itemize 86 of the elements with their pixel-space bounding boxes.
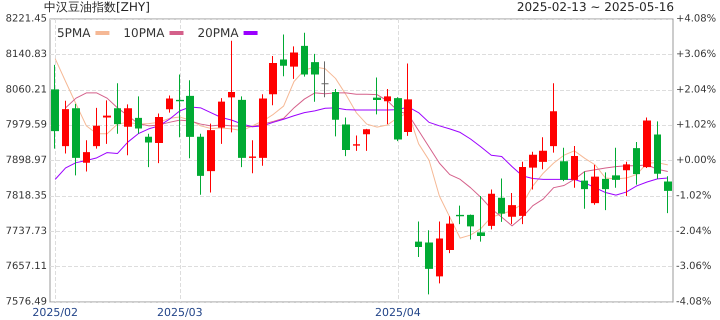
candlestick [259, 94, 267, 166]
candlestick [62, 100, 69, 154]
y2-tick-label: -1.02% [676, 190, 712, 202]
candlestick [238, 96, 246, 168]
candlestick [602, 172, 609, 211]
candlestick [290, 46, 298, 80]
candlestick [166, 95, 173, 114]
candlestick [51, 64, 59, 150]
candlestick [415, 220, 422, 258]
candlestick [114, 82, 121, 134]
y2-tick-label: +2.04% [676, 84, 716, 96]
legend-label: 20PMA [197, 26, 240, 40]
y2-tick-label: +3.06% [676, 48, 716, 60]
candlestick [404, 63, 412, 136]
candlestick [103, 100, 111, 144]
candlestick [321, 60, 329, 98]
candlestick [612, 147, 620, 188]
candlestick [425, 230, 433, 295]
candlestick [93, 107, 100, 150]
chart-subtitle: 2025-02-13 ~ 2025-05-16 [516, 0, 674, 14]
candlestick [72, 103, 80, 176]
candlestick [664, 176, 672, 214]
y2-tick-label: +0.00% [676, 155, 716, 166]
candlestick [218, 98, 225, 144]
x-tick-label: 2025/04 [374, 306, 421, 319]
candlestick [498, 178, 505, 222]
candlestick [301, 32, 308, 78]
legend-label: 10PMA [123, 26, 166, 40]
candlestick [488, 188, 495, 230]
y-tick-label: 8221.45 [6, 14, 47, 24]
candlestick [311, 53, 319, 102]
y2-tick-label: +1.02% [676, 120, 716, 131]
candlestick [539, 136, 547, 170]
candlestick [446, 216, 454, 254]
candlestick [363, 128, 370, 152]
y-tick-label: 8140.83 [6, 48, 47, 60]
y-tick-label: 7979.59 [6, 120, 47, 131]
candlestick [643, 116, 651, 168]
x-tick-label: 2025/02 [32, 306, 78, 319]
candlestick [83, 140, 90, 172]
y-tick-label: 7576.49 [6, 296, 47, 308]
candlestick [155, 113, 163, 164]
candlestick [591, 164, 599, 206]
y-tick-label: 7657.11 [6, 261, 47, 272]
candlestick [654, 120, 661, 180]
candlestick [581, 170, 588, 210]
candlestick [280, 34, 287, 77]
candlestick [207, 123, 215, 194]
candlestick [508, 192, 516, 225]
candlestick [176, 74, 184, 138]
y2-tick-label: -4.08% [676, 296, 712, 308]
candlestick [135, 96, 142, 134]
y-tick-label: 7737.73 [6, 226, 47, 237]
y2-tick-label: -3.06% [676, 261, 712, 272]
candlestick [477, 196, 485, 242]
candlestick [519, 161, 526, 225]
y-tick-label: 8060.21 [6, 84, 47, 96]
candlestick [269, 56, 277, 106]
candlestick [623, 161, 630, 197]
candlestick [249, 140, 256, 174]
candlestick [384, 88, 391, 125]
y-tick-label: 7818.35 [6, 190, 47, 202]
y2-tick-label: +4.08% [676, 14, 716, 24]
candlestick [124, 104, 132, 156]
candlestick [145, 133, 152, 168]
candlestick [529, 151, 537, 190]
candlestick [633, 142, 640, 186]
chart-title: 中汉豆油指数[ZHY] [44, 0, 150, 14]
candlestick [550, 82, 557, 154]
y2-tick-label: -2.04% [676, 226, 712, 237]
candlestick [332, 88, 339, 137]
legend-label: 5PMA [56, 26, 92, 40]
candlestick [197, 133, 204, 196]
candlestick [456, 205, 464, 225]
y-tick-label: 7898.97 [6, 155, 47, 166]
candlestick [436, 220, 443, 284]
candlestick [571, 146, 578, 188]
candlestick [560, 147, 568, 182]
candlestick [467, 214, 474, 240]
candlestick [342, 116, 350, 157]
x-tick-label: 2025/03 [156, 306, 203, 319]
candlestick [186, 80, 194, 159]
candlestick [353, 134, 360, 152]
candlestick [228, 40, 235, 133]
candlestick [394, 96, 402, 142]
candlestick [373, 77, 381, 115]
